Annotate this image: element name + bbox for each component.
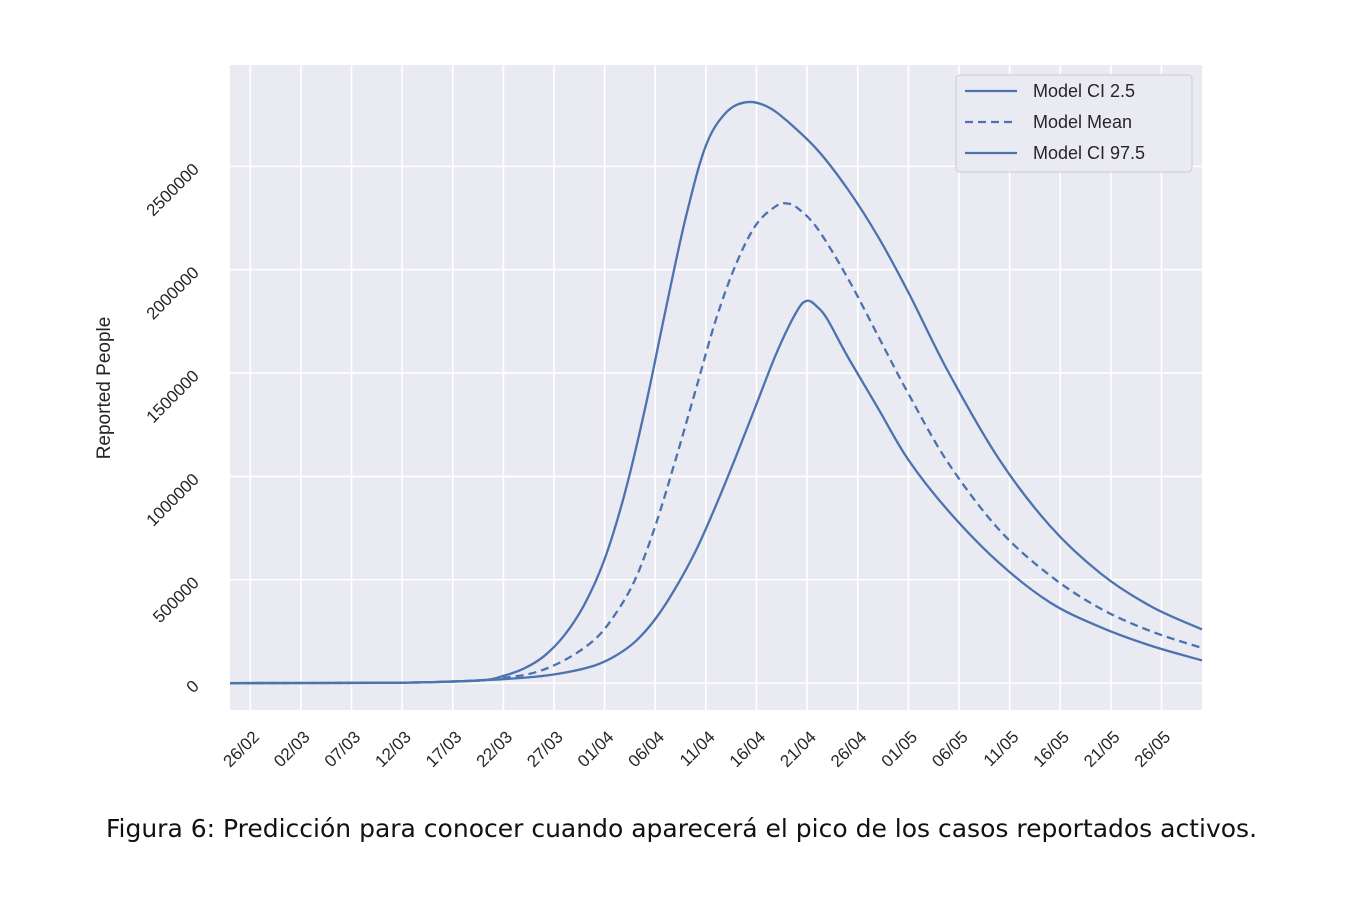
y-tick-labels: 0 500000 1000000 1500000 2000000 2500000 xyxy=(143,160,203,697)
x-tick-label: 26/02 xyxy=(220,727,264,771)
y-tick-label: 500000 xyxy=(149,573,203,627)
x-tick-label: 01/05 xyxy=(878,727,922,771)
x-tick-label: 26/05 xyxy=(1131,727,1175,771)
y-tick-label: 2500000 xyxy=(143,160,203,220)
x-tick-label: 02/03 xyxy=(270,727,314,771)
grid-lines xyxy=(230,65,1202,710)
x-tick-labels: 26/02 02/03 07/03 12/03 17/03 22/03 27/03 01/04… xyxy=(220,727,1175,771)
x-tick-label: 26/04 xyxy=(827,727,871,771)
series-line-0 xyxy=(229,299,1203,685)
x-tick-label: 11/04 xyxy=(676,727,719,770)
x-tick-label: 01/04 xyxy=(574,727,618,771)
legend: Model CI 2.5 Model Mean Model CI 97.5 xyxy=(955,74,1193,173)
x-tick-label: 07/03 xyxy=(321,727,365,771)
y-tick-label: 1000000 xyxy=(143,470,203,530)
x-tick-label: 17/03 xyxy=(422,727,466,771)
x-tick-label: 21/05 xyxy=(1080,727,1124,771)
legend-entry: Model CI 2.5 xyxy=(1033,81,1135,101)
legend-entry: Model CI 97.5 xyxy=(1033,143,1145,163)
x-tick-label: 06/05 xyxy=(928,727,972,771)
y-tick-label: 0 xyxy=(183,677,203,697)
line-chart: 0 500000 1000000 1500000 2000000 2500000 26/0… xyxy=(94,65,1203,771)
x-tick-label: 11/05 xyxy=(980,727,1023,770)
x-tick-label: 27/03 xyxy=(523,727,567,771)
figure-caption: Figura 6: Predicción para conocer cuando… xyxy=(105,814,1258,843)
x-tick-label: 16/04 xyxy=(726,727,770,771)
legend-frame xyxy=(955,74,1193,173)
y-tick-label: 2000000 xyxy=(143,263,203,323)
series-lines xyxy=(229,100,1203,685)
y-axis-label: Reported People xyxy=(94,317,115,460)
x-tick-label: 06/04 xyxy=(625,727,669,771)
y-tick-label: 1500000 xyxy=(143,366,203,426)
x-tick-label: 21/04 xyxy=(776,727,820,771)
x-tick-label: 12/03 xyxy=(371,727,415,771)
x-tick-label: 16/05 xyxy=(1030,727,1074,771)
legend-entry: Model Mean xyxy=(1033,112,1132,132)
x-tick-label: 22/03 xyxy=(473,727,517,771)
series-line-2 xyxy=(229,100,1203,685)
